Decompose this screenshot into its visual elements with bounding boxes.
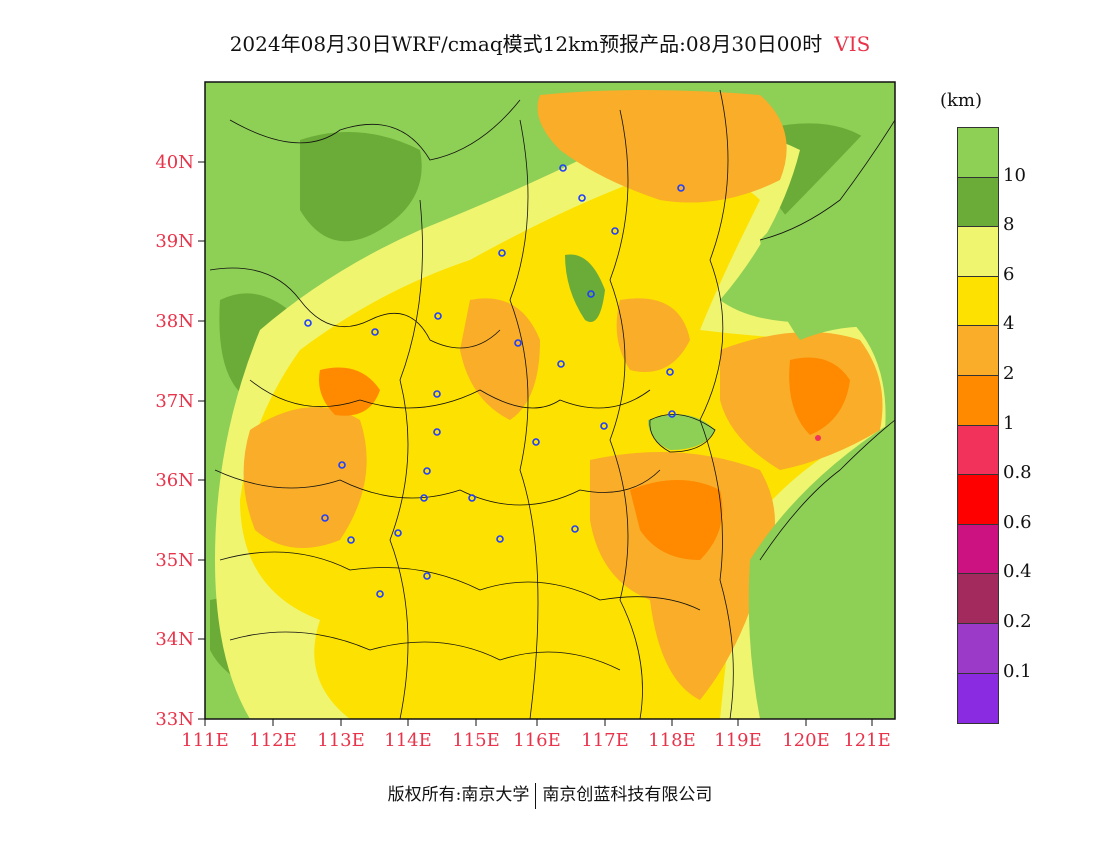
y-axis-label: 36N	[155, 470, 194, 491]
x-axis-label: 120E	[782, 730, 830, 751]
y-axis-label: 40N	[155, 152, 194, 173]
copyright-left: 版权所有:南京大学	[387, 785, 530, 805]
legend-swatch	[958, 425, 998, 476]
legend-swatch	[958, 227, 998, 277]
x-axis-label: 119E	[714, 730, 762, 751]
title-main: 2024年08月30日WRF/cmaq模式12km预报产品:08月30日00时	[229, 32, 823, 56]
color-legend	[957, 127, 999, 725]
legend-label: 8	[1003, 214, 1015, 236]
legend-unit: (km)	[940, 90, 983, 111]
city-marker	[423, 467, 431, 475]
legend-label: 0.4	[1003, 561, 1032, 583]
x-axis-label: 114E	[384, 730, 432, 751]
city-marker	[677, 184, 685, 192]
y-axis-label: 39N	[155, 231, 194, 252]
city-marker	[498, 249, 506, 257]
x-axis-label: 115E	[452, 730, 500, 751]
legend-label: 0.2	[1003, 611, 1032, 632]
copyright-right: 南京创蓝科技有限公司	[542, 785, 713, 805]
city-marker	[433, 390, 441, 398]
city-marker	[394, 529, 402, 537]
city-marker	[468, 494, 476, 502]
legend-swatch	[958, 276, 998, 327]
title-variable: VIS	[834, 32, 871, 56]
legend-label: 6	[1003, 263, 1015, 285]
footer-separator	[535, 782, 537, 809]
copyright-footer: 版权所有:南京大学 南京创蓝科技有限公司	[0, 780, 1100, 809]
city-marker	[496, 535, 504, 543]
legend-swatch	[958, 475, 998, 525]
legend-swatch	[958, 524, 998, 575]
legend-label: 0.6	[1003, 511, 1032, 533]
city-marker	[304, 319, 312, 327]
legend-label: 0.1	[1003, 660, 1032, 682]
map-title: 2024年08月30日WRF/cmaq模式12km预报产品:08月30日00时 V…	[0, 28, 1100, 57]
x-axis-label: 117E	[581, 730, 629, 751]
axis-ticks	[198, 161, 873, 726]
city-marker	[668, 410, 676, 418]
city-marker	[423, 572, 431, 580]
legend-label: 1	[1003, 412, 1015, 434]
city-marker	[666, 368, 674, 376]
legend-label: 10	[1003, 164, 1026, 186]
y-axis-label: 37N	[155, 391, 194, 412]
legend-swatch	[958, 673, 998, 724]
city-marker	[371, 328, 379, 336]
legend-swatch	[958, 375, 998, 426]
x-axis-label: 121E	[843, 730, 891, 751]
legend-label: 2	[1003, 363, 1015, 384]
x-axis-label: 116E	[513, 730, 561, 751]
x-axis-label: 112E	[249, 730, 297, 751]
city-marker	[600, 422, 608, 430]
y-axis-label: 35N	[155, 550, 194, 571]
legend-swatch	[958, 128, 998, 178]
city-marker	[611, 227, 619, 235]
y-axis-label: 38N	[155, 311, 194, 332]
boundary-lines	[209, 89, 895, 719]
city-marker	[557, 360, 565, 368]
city-marker	[532, 438, 540, 446]
city-marker	[559, 164, 567, 172]
legend-label: 4	[1003, 313, 1015, 335]
city-marker	[514, 339, 522, 347]
city-marker	[420, 494, 428, 502]
legend-swatch	[958, 623, 998, 674]
city-marker	[587, 290, 595, 298]
x-axis-label: 113E	[317, 730, 365, 751]
x-axis-label: 111E	[181, 730, 229, 751]
city-marker	[578, 194, 586, 202]
x-axis-label: 118E	[648, 730, 696, 751]
city-marker	[434, 312, 442, 320]
legend-label: 0.8	[1003, 462, 1032, 484]
city-marker	[347, 536, 355, 544]
legend-swatch	[958, 326, 998, 376]
y-axis-label: 34N	[155, 629, 194, 650]
city-marker	[321, 514, 329, 522]
visibility-field	[205, 82, 895, 719]
city-markers	[304, 164, 685, 598]
city-marker	[376, 590, 384, 598]
y-axis-label: 33N	[155, 709, 194, 730]
city-marker	[338, 461, 346, 469]
legend-swatch	[958, 574, 998, 624]
city-marker	[433, 428, 441, 436]
legend-swatch	[958, 177, 998, 228]
city-marker	[571, 525, 579, 533]
